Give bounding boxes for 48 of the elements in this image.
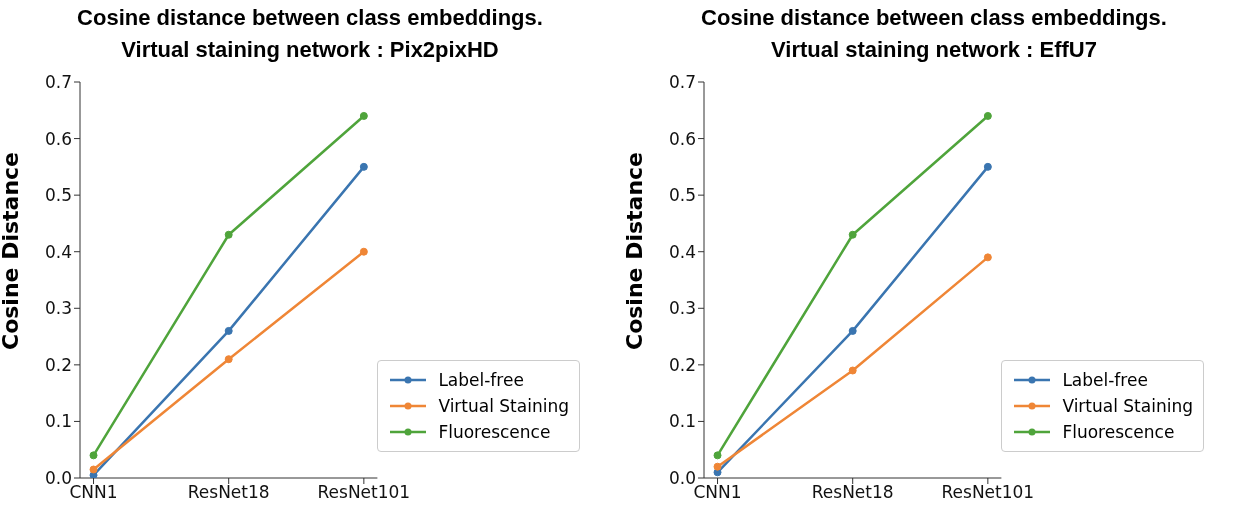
legend-label: Label-free	[1062, 369, 1148, 392]
y-tick-label: 0.3	[44, 298, 72, 319]
x-tick-label: ResNet18	[811, 482, 894, 503]
legend-label: Fluorescence	[438, 421, 551, 444]
point	[713, 451, 722, 460]
x-tick-label: CNN1	[693, 482, 742, 503]
point	[224, 355, 233, 364]
x-tick-label: ResNet18	[187, 482, 270, 503]
y-axis-title: Cosine Distance	[0, 151, 23, 350]
y-tick-label: 0.0	[668, 468, 696, 489]
chart-title: Cosine distance between class embeddings. Virtual staining network : EffU7	[700, 4, 1168, 64]
y-tick-label: 0.1	[668, 411, 696, 432]
point	[359, 162, 368, 171]
point	[848, 366, 857, 375]
point	[224, 326, 233, 335]
x-tick-label: ResNet101	[317, 482, 411, 503]
y-tick-label: 0.4	[44, 241, 72, 262]
point	[224, 230, 233, 239]
legend-label: Fluorescence	[1062, 421, 1175, 444]
y-tick-label: 0.7	[668, 72, 696, 93]
point	[359, 247, 368, 256]
legend-label: Virtual Staining	[438, 395, 569, 418]
point	[983, 162, 992, 171]
legend-label: Virtual Staining	[1062, 395, 1193, 418]
point	[848, 230, 857, 239]
y-tick-label: 0.7	[44, 72, 72, 93]
y-tick-label: 0.2	[44, 354, 72, 375]
y-tick-label: 0.4	[668, 241, 696, 262]
point	[89, 451, 98, 460]
y-tick-label: 0.5	[44, 185, 72, 206]
y-tick-label: 0.0	[44, 468, 72, 489]
y-tick-label: 0.3	[668, 298, 696, 319]
y-axis-title: Cosine Distance	[621, 151, 647, 350]
y-tick-label: 0.2	[668, 354, 696, 375]
x-tick-label: ResNet101	[941, 482, 1035, 503]
legend-label: Label-free	[438, 369, 524, 392]
point	[848, 326, 857, 335]
x-tick-label: CNN1	[69, 482, 118, 503]
y-tick-label: 0.1	[44, 411, 72, 432]
point	[713, 462, 722, 471]
point	[983, 111, 992, 120]
y-tick-label: 0.6	[668, 128, 696, 149]
y-tick-label: 0.5	[668, 185, 696, 206]
chart-title: Cosine distance between class embeddings. Virtual staining network : Pix2pixHD	[76, 4, 544, 64]
point	[983, 253, 992, 262]
point	[359, 111, 368, 120]
point	[89, 465, 98, 474]
y-tick-label: 0.6	[44, 128, 72, 149]
